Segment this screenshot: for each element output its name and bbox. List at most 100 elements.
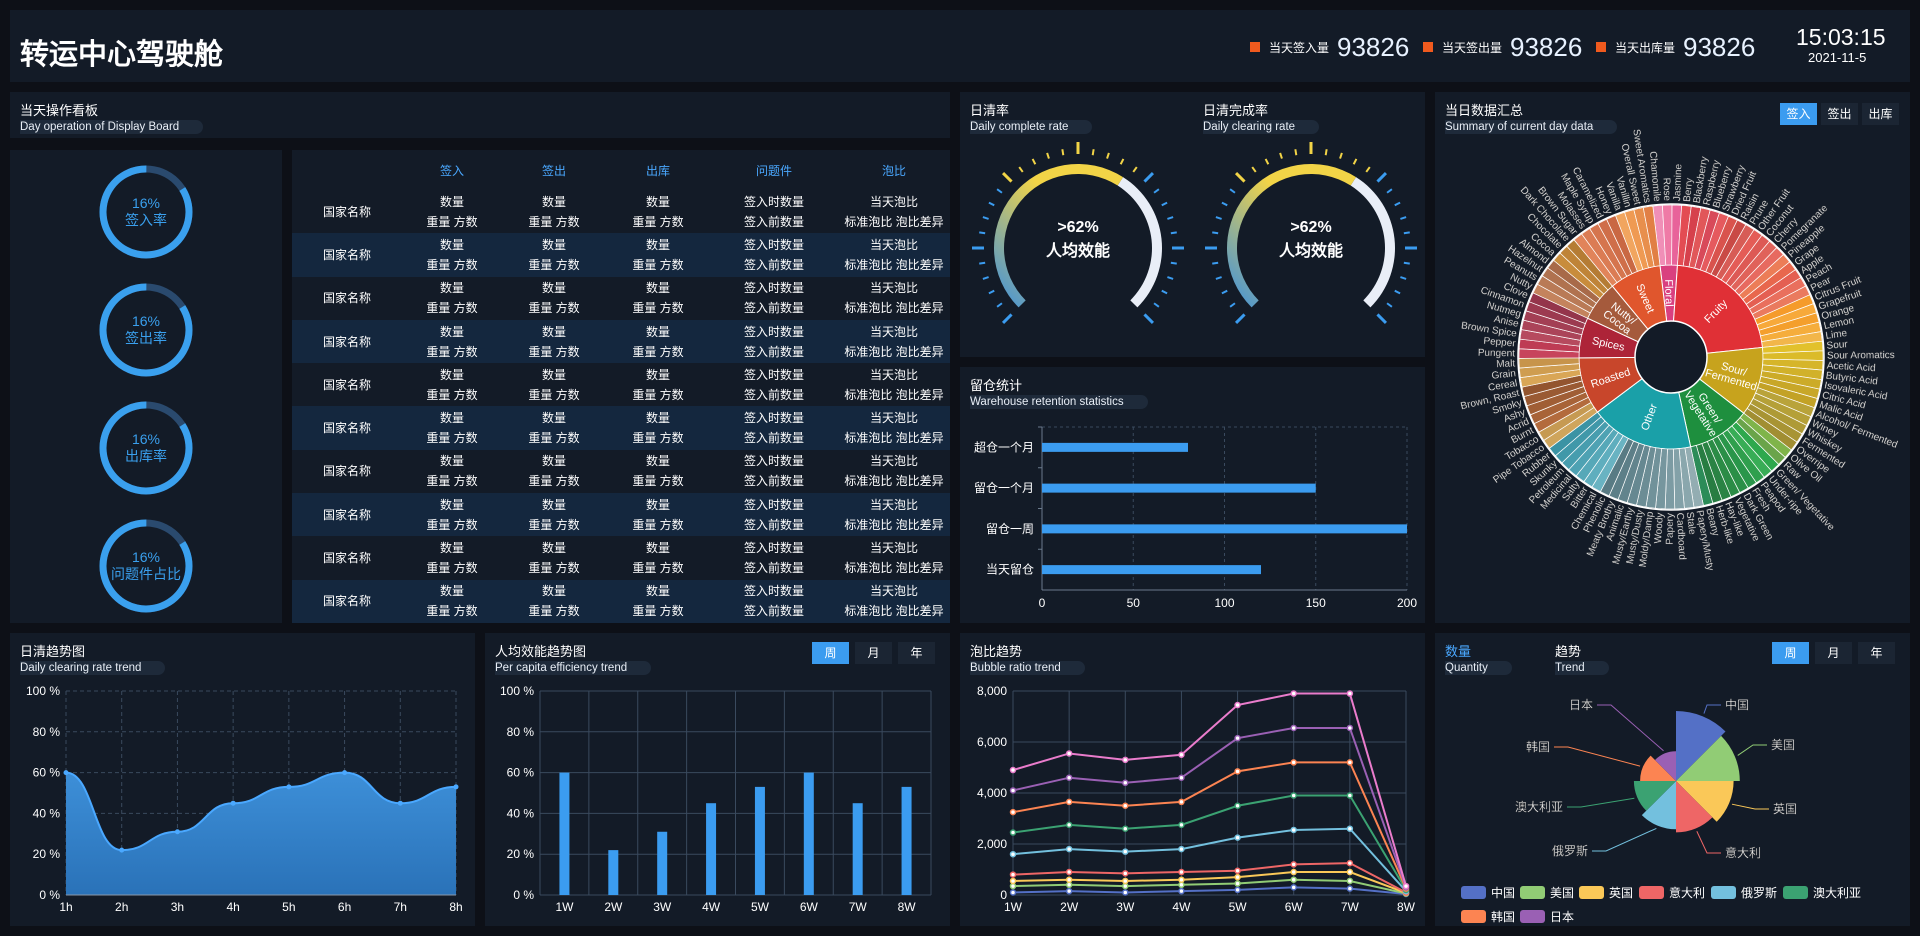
series-point bbox=[1178, 876, 1185, 883]
x-tick-label: 8h bbox=[449, 900, 462, 914]
summary-tab-outbound[interactable]: 出库 bbox=[1862, 103, 1899, 125]
panel-subtitle: Summary of current day data bbox=[1445, 120, 1618, 134]
per-capita-tab-month[interactable]: 月 bbox=[855, 642, 892, 664]
cell-text: 数量 bbox=[541, 324, 566, 339]
cell-text: 签入前数量 bbox=[743, 604, 804, 619]
quantity-tab-month[interactable]: 月 bbox=[1815, 642, 1852, 664]
series-line bbox=[1012, 761, 1407, 890]
table-cell: 数量 重量 方数 bbox=[502, 277, 606, 320]
summary-panel: 当日数据汇总 Summary of current day data 签入 签出… bbox=[1435, 92, 1910, 623]
series-point bbox=[1234, 802, 1241, 809]
legend-label: 中国 bbox=[1491, 885, 1515, 900]
x-tick-label: 0 bbox=[1039, 596, 1046, 610]
x-tick-label: 5h bbox=[282, 900, 295, 914]
legend-label: 美国 bbox=[1550, 886, 1574, 900]
series-point bbox=[1009, 877, 1017, 885]
series-point bbox=[1346, 724, 1354, 732]
series-point bbox=[1065, 876, 1073, 883]
series-point bbox=[1065, 774, 1073, 781]
area-point bbox=[453, 784, 459, 790]
table-cell: 当天泡比 标准泡比 泡比差异 bbox=[838, 277, 950, 320]
area-point bbox=[63, 770, 69, 776]
panel-title: 留仓统计 bbox=[970, 378, 1023, 393]
area-point bbox=[397, 800, 403, 806]
panel-title: 当天操作看板 bbox=[20, 103, 99, 118]
gauge-tick bbox=[1046, 152, 1050, 159]
trend-title[interactable]: 趋势 bbox=[1555, 644, 1582, 659]
series-point bbox=[1009, 882, 1017, 890]
series-point bbox=[1234, 867, 1241, 875]
legend-label: 澳大利亚 bbox=[1813, 886, 1861, 900]
legend-label: 英国 bbox=[1609, 886, 1633, 900]
series-point bbox=[1346, 885, 1354, 892]
gauge-tick bbox=[1229, 302, 1236, 308]
series-point bbox=[1065, 821, 1073, 829]
legend-swatch bbox=[1520, 910, 1545, 923]
table-row: 国家名称 数量 重量 方数 数量 重量 方数 数量 重量 方数 签入时数量 签入前数量 当天泡比标… bbox=[292, 493, 950, 537]
panel-title: 人均效能趋势图 bbox=[495, 644, 587, 659]
gauge-tick bbox=[1294, 149, 1298, 156]
table-cell: 数量 重量 方数 bbox=[502, 493, 606, 536]
series-point bbox=[1234, 834, 1241, 841]
table-cell: 数量 重量 方数 bbox=[502, 363, 606, 406]
cell-text: 重量 方数 bbox=[632, 517, 684, 532]
series-point bbox=[1065, 798, 1073, 806]
gauge-tick bbox=[1221, 289, 1228, 295]
ring-progress bbox=[99, 283, 193, 377]
cell-text: 标准泡比 泡比差异 bbox=[844, 431, 944, 446]
per-capita-tab-week[interactable]: 周 bbox=[812, 642, 849, 664]
gauge-title-1: 日清率 bbox=[970, 103, 1010, 118]
gauge-tick bbox=[1153, 302, 1160, 308]
sunburst-outer-label: Sour bbox=[1826, 339, 1849, 352]
daily-trend-chart: 0 % 20 % 40 % 60 % 80 % 100 % 1h 2h 3h 4h 5h 6h 7h 8h bbox=[26, 684, 463, 914]
gauge-tick bbox=[979, 231, 986, 235]
table-header-cell: 签出 bbox=[541, 163, 566, 178]
cell-text: 数量 bbox=[645, 454, 670, 469]
day-board-header: 当天操作看板 Day operation of Display Board bbox=[10, 92, 950, 138]
cell-text: 数量 bbox=[439, 367, 464, 382]
daily-trend-panel: 日清趋势图 Daily clearing rate trend 0 % 20 % 4… bbox=[10, 633, 475, 926]
table-cell: 签入时数量 签入前数量 bbox=[710, 190, 838, 233]
area-point bbox=[342, 770, 348, 776]
cell-text: 重量 方数 bbox=[528, 344, 580, 359]
cell-text: 数量 bbox=[439, 237, 464, 252]
per-capita-tab-year[interactable]: 年 bbox=[898, 642, 935, 664]
sunburst-outer-label: Jasmine bbox=[1672, 163, 1684, 201]
gauges-chart: >62% 人均效能 >62% 人均效能 bbox=[972, 142, 1417, 325]
gauge-tick bbox=[1339, 152, 1343, 159]
quantity-tab-year[interactable]: 年 bbox=[1858, 642, 1895, 664]
series-line bbox=[1012, 886, 1407, 895]
x-tick-label: 3W bbox=[1116, 900, 1135, 914]
stat-value: 93826 bbox=[1683, 31, 1756, 62]
legend-swatch bbox=[1461, 910, 1486, 923]
ring-progress bbox=[99, 519, 193, 613]
summary-tab-checkin[interactable]: 签入 bbox=[1780, 103, 1817, 125]
table-cell: 当天泡比 标准泡比 泡比差异 bbox=[838, 233, 950, 276]
gauge-tick bbox=[982, 216, 989, 220]
efficiency-bar bbox=[657, 831, 668, 895]
gauge-tick bbox=[1170, 261, 1177, 265]
quantity-title[interactable]: 数量 bbox=[1445, 644, 1472, 659]
series-point bbox=[1009, 871, 1017, 878]
cell-text: 数量 bbox=[645, 541, 670, 556]
cell-text: 国家名称 bbox=[322, 464, 371, 479]
rose-leader-line bbox=[1703, 704, 1721, 714]
quantity-tab-week[interactable]: 周 bbox=[1772, 642, 1809, 664]
cell-text: 标准泡比 泡比差异 bbox=[844, 257, 944, 272]
x-tick-label: 50 bbox=[1127, 596, 1141, 610]
table-header-cell: 问题件 bbox=[755, 163, 792, 178]
cell-text: 签入时数量 bbox=[743, 497, 804, 512]
stat-label: 当天签入量 bbox=[1269, 40, 1330, 55]
rose-label: 韩国 bbox=[1526, 739, 1550, 754]
table-cell: 国家名称 bbox=[292, 493, 402, 536]
x-tick-label: 150 bbox=[1306, 596, 1326, 610]
ring-progress bbox=[99, 401, 193, 495]
x-tick-label: 6W bbox=[800, 900, 819, 914]
table-cell: 当天泡比 标准泡比 泡比差异 bbox=[838, 190, 950, 233]
gauge-subtitle-2: Daily clearing rate bbox=[1203, 120, 1320, 134]
gauge-tick bbox=[1400, 216, 1407, 220]
summary-tab-checkout[interactable]: 签出 bbox=[1821, 103, 1858, 125]
x-tick-label: 2W bbox=[1060, 900, 1079, 914]
